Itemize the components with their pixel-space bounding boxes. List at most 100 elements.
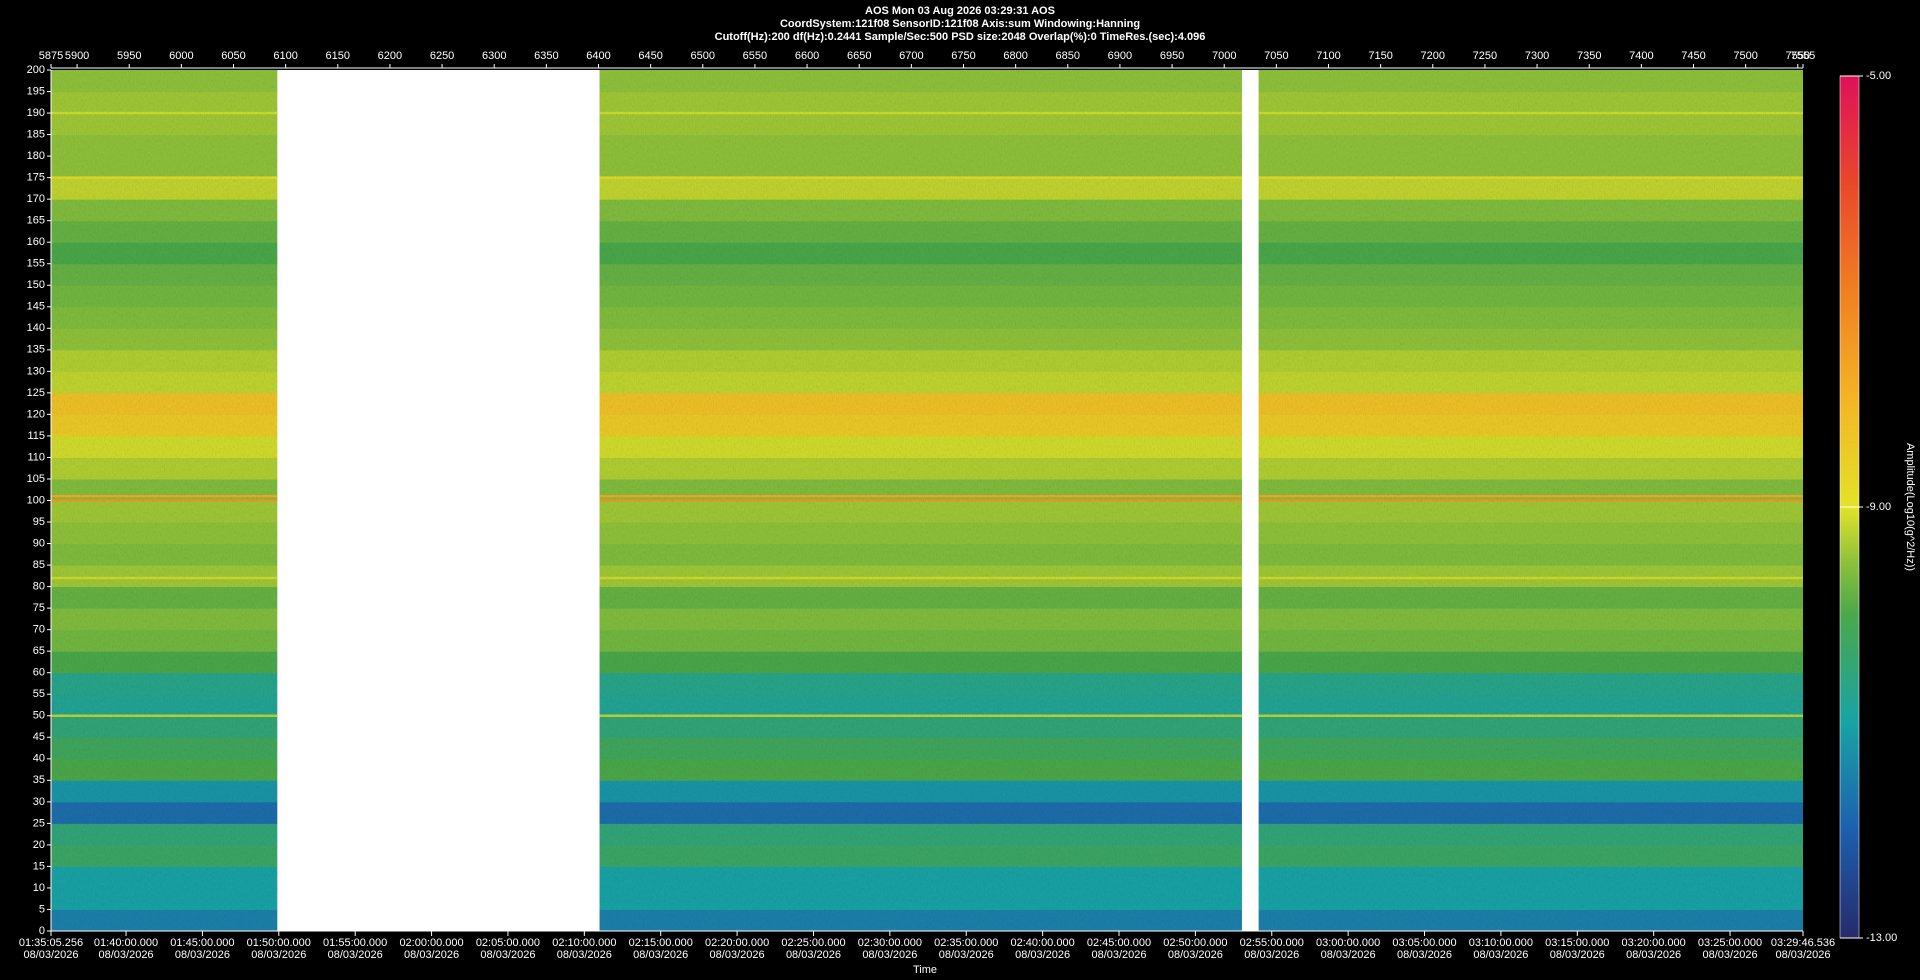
x-tick-label: 6950 [1160, 50, 1184, 62]
y-tick-label: 170 [27, 193, 45, 205]
y-tick-label: 165 [27, 215, 45, 227]
y-tick-label: 60 [33, 667, 45, 679]
x-tick-label: 7555 [1791, 50, 1815, 62]
y-tick-label: 195 [27, 85, 45, 97]
x-tick-label: 7050 [1264, 50, 1288, 62]
x-tick-label: 7350 [1577, 50, 1601, 62]
y-tick-label: 20 [33, 839, 45, 851]
x-tick-label: 7500 [1733, 50, 1757, 62]
y-tick-label: 125 [27, 387, 45, 399]
x2-tick-label: 02:20:00.000 08/03/2026 [704, 937, 770, 961]
y-tick-label: 130 [27, 365, 45, 377]
chart-info: Cutoff(Hz):200 df(Hz):0.2441 Sample/Sec:… [715, 31, 1206, 43]
texture [1258, 70, 1803, 931]
x-tick-label: 7550 [1786, 50, 1810, 62]
y-tick-label: 25 [33, 817, 45, 829]
chart-title: AOS Mon 03 Aug 2026 03:29:31 AOS [865, 5, 1055, 17]
x-tick-label: 7100 [1316, 50, 1340, 62]
x2-tick-label: 01:45:00.000 08/03/2026 [170, 937, 235, 961]
y-tick-label: 70 [33, 624, 45, 636]
y-tick-label: 10 [33, 882, 45, 894]
x2-tick-label: 03:00:00.000 08/03/2026 [1316, 937, 1381, 961]
x-tick-label: 6350 [534, 50, 558, 62]
x2-tick-label: 02:45:00.000 08/03/2026 [1086, 937, 1152, 961]
x2-tick-label: 01:50:00.000 08/03/2026 [246, 937, 311, 961]
x-tick-label: 5900 [65, 50, 89, 62]
x2-tick-label: 02:55:00.000 08/03/2026 [1239, 937, 1304, 961]
x2-tick-label: 01:40:00.000 08/03/2026 [93, 937, 159, 961]
y-tick-label: 110 [27, 451, 45, 463]
x-tick-label: 5950 [117, 50, 141, 62]
x-tick-label: 6500 [691, 50, 715, 62]
colorbar-tick-label: -9.00 [1866, 501, 1891, 513]
x2-tick-label: 02:25:00.000 08/03/2026 [781, 937, 846, 961]
x2-tick-label: 02:40:00.000 08/03/2026 [1010, 937, 1075, 961]
x2-tick-label: 02:05:00.000 08/03/2026 [475, 937, 541, 961]
y-tick-label: 100 [27, 494, 45, 506]
y-tick-label: 30 [33, 796, 45, 808]
texture [51, 70, 278, 931]
x-tick-label: 6300 [482, 50, 506, 62]
x-tick-label: 7250 [1473, 50, 1497, 62]
x2-tick-label: 03:15:00.000 08/03/2026 [1545, 937, 1610, 961]
x2-tick-label: 02:50:00.000 08/03/2026 [1163, 937, 1228, 961]
y-tick-label: 160 [27, 236, 45, 248]
x-tick-label: 6200 [378, 50, 402, 62]
x-tick-label: 7300 [1525, 50, 1549, 62]
x-tick-label: 7200 [1421, 50, 1445, 62]
y-tick-label: 185 [27, 128, 45, 140]
y-tick-label: 120 [27, 408, 45, 420]
y-tick-label: 190 [27, 107, 45, 119]
x-tick-label: 6000 [169, 50, 193, 62]
x-tick-label: 6250 [430, 50, 454, 62]
x2-tick-label: 03:10:00.000 08/03/2026 [1468, 937, 1533, 961]
x2-tick-label: 03:29:46.536 08/03/2026 [1770, 937, 1836, 961]
x2-tick-label: 03:05:00.000 08/03/2026 [1392, 937, 1457, 961]
x-tick-label: 7000 [1212, 50, 1236, 62]
x-tick-label: 6550 [743, 50, 767, 62]
y-tick-label: 55 [33, 688, 45, 700]
x-tick-label: 6700 [899, 50, 923, 62]
y-tick-label: 90 [33, 537, 45, 549]
x-tick-label: 7150 [1368, 50, 1392, 62]
y-tick-label: 95 [33, 516, 45, 528]
x2-tick-label: 02:30:00.000 08/03/2026 [857, 937, 922, 961]
x2-tick-label: 02:15:00.000 08/03/2026 [628, 937, 693, 961]
x-tick-label: 5875 [39, 50, 63, 62]
x-tick-label: 6650 [847, 50, 871, 62]
x-tick-label: 6400 [586, 50, 610, 62]
y-tick-label: 40 [33, 753, 45, 765]
colorbar-label: Amplitude(Log10(g^2/Hz)) [1904, 443, 1916, 571]
texture [599, 70, 1242, 931]
y-tick-label: 155 [27, 258, 45, 270]
y-tick-label: 180 [27, 150, 45, 162]
y-tick-label: 80 [33, 581, 45, 593]
x2-tick-label: 02:00:00.000 08/03/2026 [399, 937, 464, 961]
y-tick-label: 5 [39, 903, 45, 915]
y-tick-label: 50 [33, 710, 45, 722]
x2-tick-label: 02:10:00.000 08/03/2026 [552, 937, 617, 961]
y-tick-label: 75 [33, 602, 45, 614]
x-axis-label: Time [913, 964, 937, 976]
y-tick-label: 145 [27, 301, 45, 313]
x-tick-label: 6450 [638, 50, 662, 62]
x2-tick-label: 03:25:00.000 08/03/2026 [1697, 937, 1763, 961]
y-tick-label: 150 [27, 279, 45, 291]
x2-tick-label: 01:35:05.256 08/03/2026 [18, 937, 84, 961]
x2-tick-label: 03:20:00.000 08/03/2026 [1621, 937, 1686, 961]
x2-tick-label: 01:55:00.000 08/03/2026 [323, 937, 388, 961]
y-tick-label: 65 [33, 645, 45, 657]
y-tick-label: 15 [33, 860, 45, 872]
x-tick-label: 6800 [1003, 50, 1027, 62]
x-tick-label: 6750 [951, 50, 975, 62]
y-tick-label: 45 [33, 731, 45, 743]
y-tick-label: 35 [33, 774, 45, 786]
x-tick-label: 6150 [326, 50, 350, 62]
x-tick-label: 6600 [795, 50, 819, 62]
y-tick-label: 140 [27, 322, 45, 334]
x-tick-label: 6050 [221, 50, 245, 62]
x2-tick-label: 02:35:00.000 08/03/2026 [934, 937, 999, 961]
y-tick-label: 115 [27, 430, 45, 442]
